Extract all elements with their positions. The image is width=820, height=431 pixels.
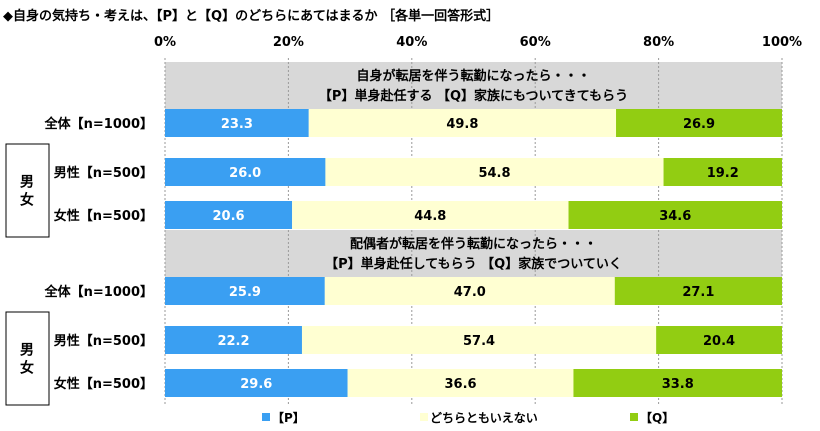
legend-label: どちらともいえない	[430, 411, 538, 425]
question-panel	[165, 230, 782, 278]
bar-segment	[165, 326, 302, 354]
legend-swatch	[262, 413, 270, 421]
legend-swatch	[420, 413, 428, 421]
bar-segment	[165, 277, 325, 305]
bar-segment	[165, 158, 326, 186]
row-label: 男性【n=500】	[54, 333, 153, 349]
bar-segment	[573, 369, 782, 397]
question-line-1: 配偶者が転居を伴う転勤になったら・・・	[350, 236, 597, 252]
bar-segment	[308, 109, 617, 137]
bar-segment	[568, 201, 782, 229]
bar-value-label: 26.0	[229, 166, 261, 181]
bar-segment	[165, 201, 293, 229]
bar-value-label: 25.9	[229, 285, 261, 300]
question-line-2: 【P】単身赴任する 【Q】家族にもついてきてもらう	[319, 88, 628, 104]
bar-segment	[656, 326, 782, 354]
row-label: 女性【n=500】	[54, 376, 153, 392]
bar-segment	[325, 158, 664, 186]
bar-value-label: 20.4	[703, 334, 735, 349]
question-panel	[165, 62, 782, 110]
x-tick-label: 80%	[643, 35, 674, 50]
bar-value-label: 44.8	[414, 209, 446, 224]
group-box	[5, 143, 50, 238]
chart-title: ◆自身の気持ち・考えは、【P】と【Q】のどちらにあてはまるか ［各単一回答形式］	[3, 8, 499, 24]
bar-segment	[614, 277, 782, 305]
bar-segment	[347, 369, 574, 397]
bar-value-label: 19.2	[707, 166, 739, 181]
bar-value-label: 57.4	[463, 334, 495, 349]
x-tick-label: 100%	[762, 35, 802, 50]
bar-value-label: 49.8	[446, 117, 478, 132]
bar-value-label: 29.6	[240, 377, 272, 392]
bar-segment	[165, 109, 309, 137]
group-label-char: 男	[20, 175, 34, 191]
bar-value-label: 33.8	[662, 377, 694, 392]
group-label-char: 女	[20, 360, 34, 377]
legend-swatch	[630, 413, 638, 421]
bar-segment	[663, 158, 782, 186]
row-label: 全体【n=1000】	[44, 116, 153, 132]
bar-value-label: 26.9	[683, 117, 715, 132]
bar-value-label: 20.6	[213, 209, 245, 224]
x-tick-label: 20%	[273, 35, 304, 50]
bar-value-label: 22.2	[217, 334, 249, 349]
bar-segment	[324, 277, 615, 305]
x-tick-label: 60%	[520, 35, 551, 50]
bar-segment	[616, 109, 782, 137]
legend-label: 【P】	[272, 410, 305, 425]
question-line-2: 【P】単身赴任してもらう 【Q】家族でついていく	[325, 256, 622, 272]
bar-value-label: 34.6	[659, 209, 691, 224]
bar-value-label: 36.6	[445, 377, 477, 392]
group-label-char: 女	[20, 192, 34, 209]
group-box	[5, 311, 50, 406]
bar-value-label: 23.3	[221, 117, 253, 132]
group-label-char: 男	[20, 343, 34, 359]
row-label: 女性【n=500】	[54, 208, 153, 224]
legend-label: 【Q】	[640, 410, 674, 425]
question-line-1: 自身が転居を伴う転勤になったら・・・	[356, 68, 590, 84]
bar-value-label: 54.8	[478, 166, 510, 181]
row-label: 全体【n=1000】	[44, 284, 153, 300]
bar-segment	[292, 201, 569, 229]
row-label: 男性【n=500】	[54, 165, 153, 181]
bar-segment	[301, 326, 657, 354]
x-tick-label: 40%	[396, 35, 427, 50]
bar-value-label: 27.1	[682, 285, 714, 300]
x-tick-label: 0%	[154, 35, 176, 50]
bar-value-label: 47.0	[454, 285, 486, 300]
bar-segment	[165, 369, 348, 397]
